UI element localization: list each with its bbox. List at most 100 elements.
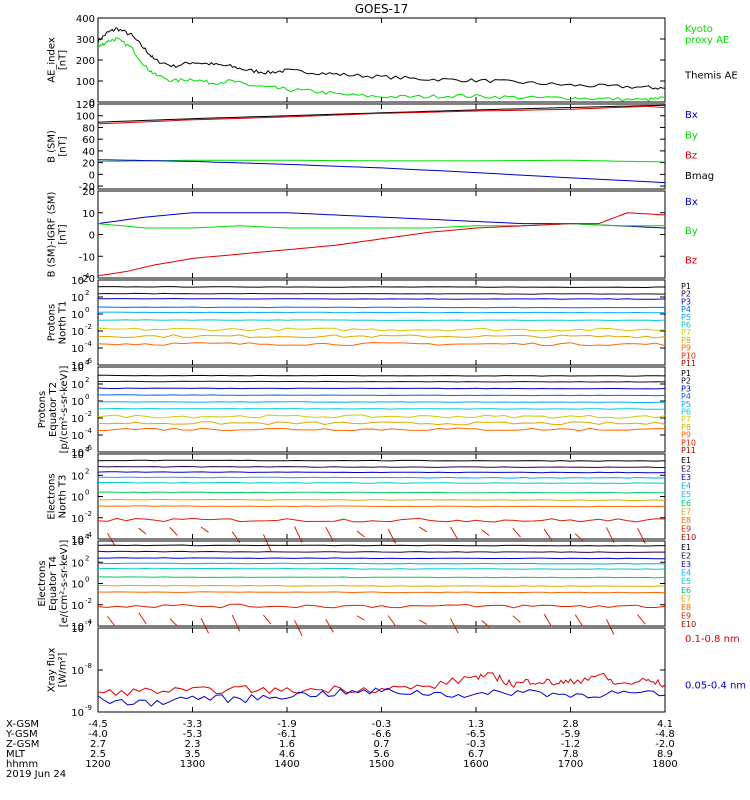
x-row-value: 3.5 [185, 749, 201, 760]
channel-label-p4: P4 [681, 305, 691, 314]
x-row-value: -4.8 [655, 729, 675, 740]
y-tick-label: 20 [82, 187, 95, 198]
x-row-value: 4.6 [279, 749, 295, 760]
x-row-value: -1.9 [277, 719, 297, 730]
legend-label: Themis AE [684, 71, 738, 82]
y-tick-label: 10 [71, 380, 84, 391]
channel-line-p6 [97, 319, 666, 322]
legend-label: Bx [685, 110, 698, 121]
channel-label-p5: P5 [681, 400, 691, 409]
channel-line-p3 [97, 297, 666, 300]
channel-label-p8: P8 [681, 336, 691, 345]
channel-label-e9: E9 [681, 611, 691, 620]
y-tick-label: 0 [89, 170, 95, 181]
channel-line-p4 [97, 306, 665, 309]
series-line-0-05-0-4-nm [97, 687, 666, 707]
channel-label-p4: P4 [681, 392, 691, 401]
channel-label-p10: P10 [681, 438, 696, 447]
y-tick-label: 10 [71, 327, 84, 338]
channel-label-e10: E10 [681, 533, 696, 542]
y-tick-exponent: -2 [85, 510, 92, 518]
channel-label-p10: P10 [681, 351, 696, 360]
channel-label-e1: E1 [681, 456, 691, 465]
x-row-value: 2.5 [90, 749, 106, 760]
panel-frame [97, 279, 666, 366]
panel-frame [97, 17, 666, 103]
panel-frame [97, 190, 666, 279]
y-tick-label: 10 [71, 537, 84, 548]
channel-dash-e9 [356, 615, 365, 621]
y-axis-label: [p/(cm²-s-sr-keV)] [59, 366, 70, 454]
channel-label-p7: P7 [681, 415, 691, 424]
y-axis-label: B (SM)-IGRF (SM) [47, 192, 58, 278]
y-axis-label: North T1 [58, 301, 69, 345]
y-tick-label: 10 [71, 535, 84, 546]
y-tick-exponent: 2 [85, 376, 89, 384]
series-line-bx [97, 212, 666, 229]
y-tick-exponent: -7 [85, 620, 92, 628]
y-tick-label: 10 [71, 580, 84, 591]
channel-line-e4 [97, 562, 666, 565]
y-tick-exponent: 0 [85, 489, 89, 497]
channel-dash-e9 [325, 526, 334, 542]
channel-dash-e9 [574, 614, 584, 627]
y-tick-label: 10 [71, 666, 84, 677]
y-tick-exponent: 4 [85, 272, 90, 280]
x-row-label-mlt: MLT [6, 749, 26, 760]
x-row-value: -2.0 [655, 739, 675, 750]
channel-line-p9 [97, 427, 666, 432]
y-tick-exponent: 2 [85, 554, 89, 562]
y-axis-label: [nT] [58, 224, 69, 244]
y-tick-label: 60 [82, 135, 95, 146]
channel-line-e2 [97, 465, 666, 468]
y-tick-exponent: 4 [85, 446, 90, 454]
series-line-bx [97, 159, 666, 184]
channel-line-e8 [97, 591, 666, 594]
y-tick-label: -20 [79, 274, 95, 285]
y-tick-label: 20 [82, 159, 95, 170]
legend-label: Bz [685, 151, 697, 162]
y-tick-label: 10 [71, 293, 84, 304]
y-axis-label: Protons [37, 391, 48, 428]
y-axis-label: AE_index [47, 37, 58, 83]
legend-label: Bmag [685, 171, 714, 182]
y-tick-exponent: -8 [85, 662, 92, 670]
y-tick-exponent: 4 [85, 359, 90, 367]
x-row-label-x-gsm: X-GSM [6, 719, 39, 730]
channel-line-e8 [97, 505, 666, 508]
channel-line-p5 [97, 401, 665, 403]
channel-label-p11: P11 [681, 359, 696, 368]
y-tick-label: 100 [76, 77, 95, 88]
channel-line-p7 [97, 414, 666, 419]
y-tick-label: 10 [71, 363, 84, 374]
x-row-value: 1800 [652, 759, 677, 770]
channel-line-e1 [97, 544, 666, 547]
channel-label-e8: E8 [681, 603, 691, 612]
series-line-themis-ae [97, 27, 666, 90]
y-tick-label: 0 [89, 98, 95, 109]
channel-dash-e9 [262, 534, 272, 552]
y-tick-label: 80 [82, 123, 95, 134]
channel-line-e6 [97, 491, 665, 494]
channel-dash-e9 [231, 614, 241, 632]
x-row-value: 7.8 [563, 749, 579, 760]
channel-label-e7: E7 [681, 594, 691, 603]
y-tick-label: 10 [71, 708, 84, 719]
channel-line-p2 [97, 292, 666, 295]
panel-frame [97, 627, 666, 713]
channel-label-p6: P6 [681, 321, 691, 330]
channel-line-p4 [97, 394, 666, 397]
y-tick-label: -10 [79, 252, 95, 263]
y-tick-exponent: -6 [85, 444, 93, 452]
channel-line-p7 [97, 327, 666, 332]
channel-line-e9 [97, 603, 666, 609]
channel-label-e4: E4 [681, 482, 691, 491]
legend-label: By [685, 130, 698, 141]
y-axis-label: B (SM) [47, 130, 58, 163]
channel-dash-e9 [138, 527, 147, 535]
x-row-value: 1.6 [279, 739, 295, 750]
series-line-bz [97, 105, 666, 125]
